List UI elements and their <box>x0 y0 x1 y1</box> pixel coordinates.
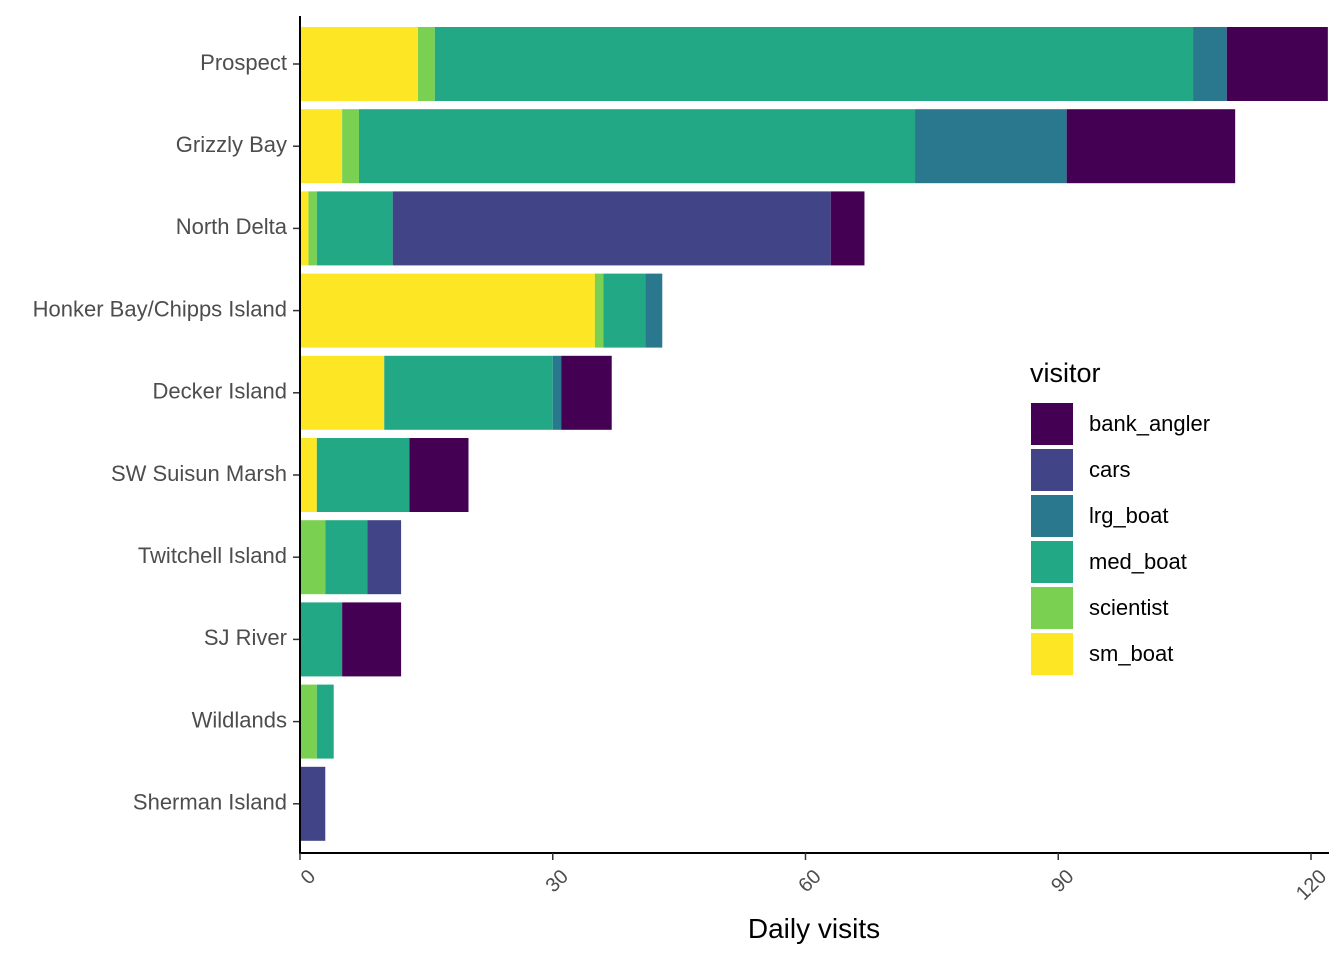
legend-swatch-lrg_boat <box>1031 495 1073 537</box>
legend-label: bank_angler <box>1089 411 1210 436</box>
bar-segment-bank_angler <box>409 438 469 512</box>
bar-segment-med_boat <box>325 520 368 595</box>
bar-segment-cars <box>392 191 831 266</box>
x-tick-label: 0 <box>297 866 320 889</box>
bar-segment-scientist <box>594 273 604 348</box>
bar-segment-scientist <box>300 520 326 595</box>
bar-segment-bank_angler <box>342 602 402 677</box>
bar-segment-bank_angler <box>1226 27 1328 101</box>
x-tick-label: 120 <box>1292 866 1331 905</box>
bar-segment-bank_angler <box>1066 109 1236 184</box>
legend-label: scientist <box>1089 595 1168 620</box>
category-labels: Prospect Grizzly Bay North Delta Honker Bay… <box>33 50 300 815</box>
legend-swatch-scientist <box>1031 587 1073 629</box>
x-tick-label: 90 <box>1047 866 1078 897</box>
bar-segment-scientist <box>342 109 359 184</box>
bar-segment-med_boat <box>384 355 553 430</box>
bar-segment-cars <box>300 766 326 841</box>
legend-label: med_boat <box>1089 549 1187 574</box>
bar-segment-sm_boat <box>300 27 418 101</box>
bar-segment-med_boat <box>434 27 1194 101</box>
bar-segment-med_boat <box>316 684 334 759</box>
bars-group <box>300 27 1328 841</box>
bar-segment-bank_angler <box>561 355 612 430</box>
category-label: Wildlands <box>192 707 287 732</box>
category-label: Prospect <box>200 50 287 75</box>
category-label: Grizzly Bay <box>176 132 287 157</box>
x-axis-ticks: 0 30 60 90 120 <box>297 853 1331 905</box>
category-label: Honker Bay/Chipps Island <box>33 296 287 321</box>
category-label: SJ River <box>204 625 287 650</box>
bar-segment-sm_boat <box>300 109 343 184</box>
bar-segment-med_boat <box>316 191 393 266</box>
bar-segment-bank_angler <box>830 191 865 266</box>
bar-segment-med_boat <box>603 273 646 348</box>
bar-segment-scientist <box>308 191 317 266</box>
bar-segment-lrg_boat <box>552 355 562 430</box>
x-tick-label: 30 <box>542 866 573 897</box>
category-label: Sherman Island <box>133 790 287 815</box>
bar-segment-scientist <box>300 684 317 759</box>
bar-segment-sm_boat <box>300 273 595 348</box>
category-label: Decker Island <box>152 379 287 404</box>
bar-segment-cars <box>367 520 402 595</box>
bar-segment-med_boat <box>300 602 343 677</box>
legend-label: cars <box>1089 457 1131 482</box>
bar-segment-sm_boat <box>300 438 317 512</box>
category-label: SW Suisun Marsh <box>111 461 287 486</box>
x-axis-title: Daily visits <box>748 913 880 944</box>
legend-swatch-bank_angler <box>1031 403 1073 445</box>
legend-swatch-cars <box>1031 449 1073 491</box>
bar-segment-med_boat <box>358 109 916 184</box>
bar-segment-sm_boat <box>300 191 309 266</box>
bar-segment-scientist <box>417 27 435 101</box>
legend-swatch-med_boat <box>1031 541 1073 583</box>
legend-label: lrg_boat <box>1089 503 1169 528</box>
bar-segment-lrg_boat <box>645 273 663 348</box>
bar-segment-sm_boat <box>300 355 385 430</box>
bar-segment-lrg_boat <box>915 109 1067 184</box>
legend-label: sm_boat <box>1089 641 1173 666</box>
bar-segment-lrg_boat <box>1193 27 1227 101</box>
legend-title: visitor <box>1030 358 1101 388</box>
bar-segment-med_boat <box>316 438 410 512</box>
category-label: Twitchell Island <box>138 543 287 568</box>
x-tick-label: 60 <box>794 866 825 897</box>
category-label: North Delta <box>176 214 288 239</box>
legend-swatch-sm_boat <box>1031 633 1073 675</box>
